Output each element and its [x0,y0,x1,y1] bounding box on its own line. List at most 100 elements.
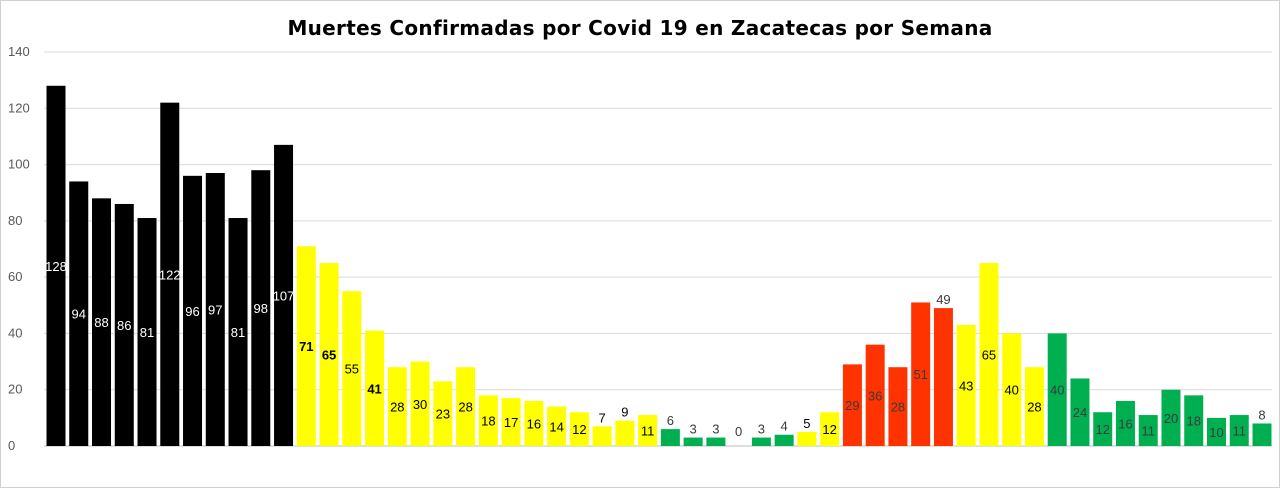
data-label: 20 [1164,411,1178,426]
bar [114,203,134,446]
bar [251,170,271,446]
bar [547,406,567,446]
bar [933,308,953,446]
data-label: 12 [572,422,586,437]
bar [365,330,385,446]
bar [1138,415,1158,446]
y-tick-label: 140 [8,44,30,59]
data-label: 40 [1004,383,1018,398]
data-label: 107 [273,288,295,303]
data-label: 40 [1050,383,1064,398]
data-label: 55 [345,362,359,377]
bar [274,144,294,446]
data-label: 88 [94,315,108,330]
bar [1206,417,1226,446]
bar [160,102,180,447]
data-label: 49 [936,292,950,307]
bar [342,291,362,446]
data-label: 29 [845,398,859,413]
y-tick-label: 40 [8,325,22,340]
y-tick-label: 60 [8,269,22,284]
data-label: 28 [458,400,472,415]
bar [501,398,521,446]
y-tick-label: 80 [8,213,22,228]
bar [478,395,498,446]
data-label: 4 [781,419,788,434]
data-label: 18 [1187,414,1201,429]
data-label: 8 [1258,407,1265,422]
bar [865,344,885,446]
y-tick-label: 120 [8,100,30,115]
bar [524,400,544,446]
data-label: 81 [140,325,154,340]
data-label: 65 [982,348,996,363]
y-tick-label: 0 [8,438,15,453]
bar [1161,389,1181,446]
bar [137,218,157,446]
bar [92,198,112,446]
data-label: 12 [822,422,836,437]
data-label: 86 [117,318,131,333]
bar [911,302,931,446]
bar [774,434,794,446]
data-label: 65 [322,348,336,363]
bar [569,412,589,446]
bar [296,246,316,446]
bar [319,263,339,446]
bar [956,324,976,446]
data-label: 128 [45,259,67,274]
data-label: 3 [712,422,719,437]
data-label: 16 [527,416,541,431]
data-label: 6 [667,413,674,428]
bar [638,415,658,446]
bar [228,218,248,446]
y-tick-label: 100 [8,157,30,172]
data-label: 10 [1209,425,1223,440]
bar [615,420,635,446]
bar [888,367,908,446]
bar [706,437,726,446]
bar [456,367,476,446]
data-label: 41 [367,381,381,396]
bar [387,367,407,446]
data-label: 9 [621,405,628,420]
data-label: 3 [690,422,697,437]
data-label: 30 [413,397,427,412]
y-tick-label: 20 [8,382,22,397]
bar [1184,395,1204,446]
data-label: 43 [959,378,973,393]
bar [69,181,89,446]
bar [46,85,66,447]
data-label: 18 [481,414,495,429]
data-label: 12 [1095,422,1109,437]
data-label: 36 [868,388,882,403]
data-label: 7 [598,410,605,425]
bar [842,364,862,446]
data-label: 94 [72,307,86,322]
bar [205,173,225,446]
data-label: 28 [891,400,905,415]
bar [433,381,453,446]
bar [1229,415,1249,446]
bar [1024,367,1044,446]
data-label: 24 [1073,405,1087,420]
data-label: 16 [1118,416,1132,431]
data-label: 98 [254,301,268,316]
bar [751,437,771,446]
bar [660,429,680,446]
data-label: 3 [758,422,765,437]
bar [1002,333,1022,446]
data-label: 11 [641,424,655,439]
bar [1252,423,1272,446]
bar [1070,378,1090,446]
data-label: 17 [504,415,518,430]
data-label: 28 [390,400,404,415]
bar [1115,400,1135,446]
bar [592,426,612,446]
bar [820,412,840,446]
data-label: 23 [436,407,450,422]
data-label: 14 [549,419,563,434]
chart-title: Muertes Confirmadas por Covid 19 en Zaca… [287,16,993,40]
data-label: 122 [159,267,181,282]
